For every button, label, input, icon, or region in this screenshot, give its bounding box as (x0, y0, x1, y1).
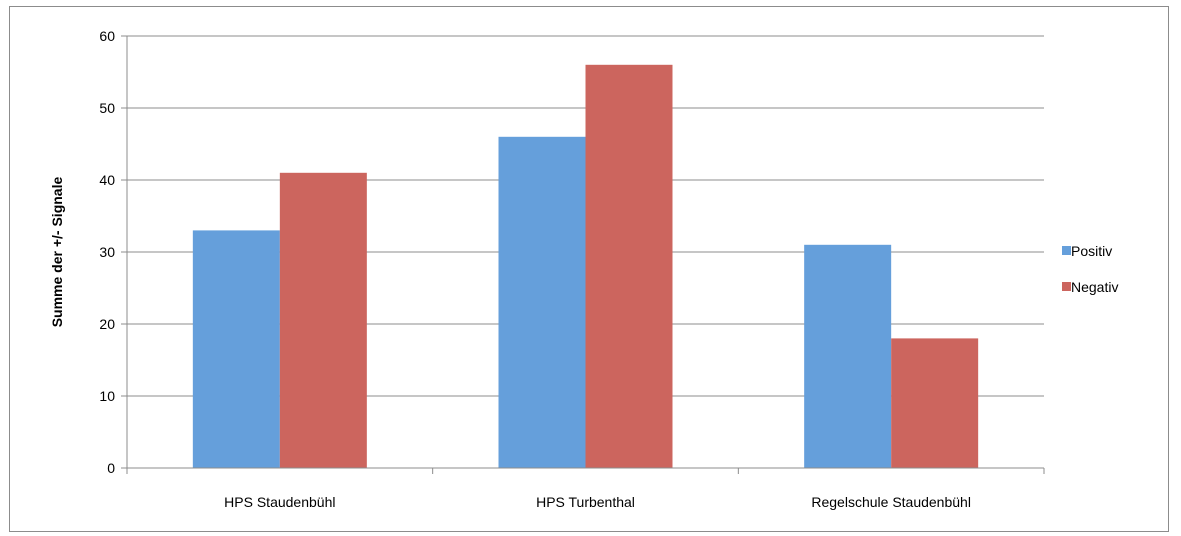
y-tick-label: 0 (107, 460, 115, 476)
x-tick-label: HPS Staudenbühl (224, 494, 335, 510)
legend-swatch-negativ (1062, 282, 1071, 291)
bar-negativ-1 (279, 172, 367, 469)
tick-labels: 0 10 20 30 40 50 60 HPS Staudenbühl HPS Turbenth… (99, 28, 971, 510)
y-tick-label: 50 (99, 100, 115, 116)
x-tick-label: HPS Turbenthal (536, 494, 635, 510)
bar-negativ-3 (891, 338, 979, 468)
legend: Positiv Negativ (1062, 243, 1118, 295)
bars (192, 64, 979, 469)
bar-positiv-3 (804, 244, 892, 468)
bar-positiv-1 (192, 230, 280, 468)
axes (121, 35, 1045, 474)
y-tick-label: 20 (99, 316, 115, 332)
legend-label-positiv: Positiv (1071, 243, 1112, 259)
y-tick-label: 60 (99, 28, 115, 44)
bar-negativ-2 (585, 64, 673, 469)
y-tick-label: 30 (99, 244, 115, 260)
x-tick-label: Regelschule Staudenbühl (811, 494, 971, 510)
legend-swatch-positiv (1062, 246, 1071, 255)
y-tick-label: 40 (99, 172, 115, 188)
y-axis-title: Summe der +/- Signale (49, 177, 65, 328)
y-tick-label: 10 (99, 388, 115, 404)
legend-label-negativ: Negativ (1071, 279, 1118, 295)
bar-positiv-2 (498, 136, 586, 469)
